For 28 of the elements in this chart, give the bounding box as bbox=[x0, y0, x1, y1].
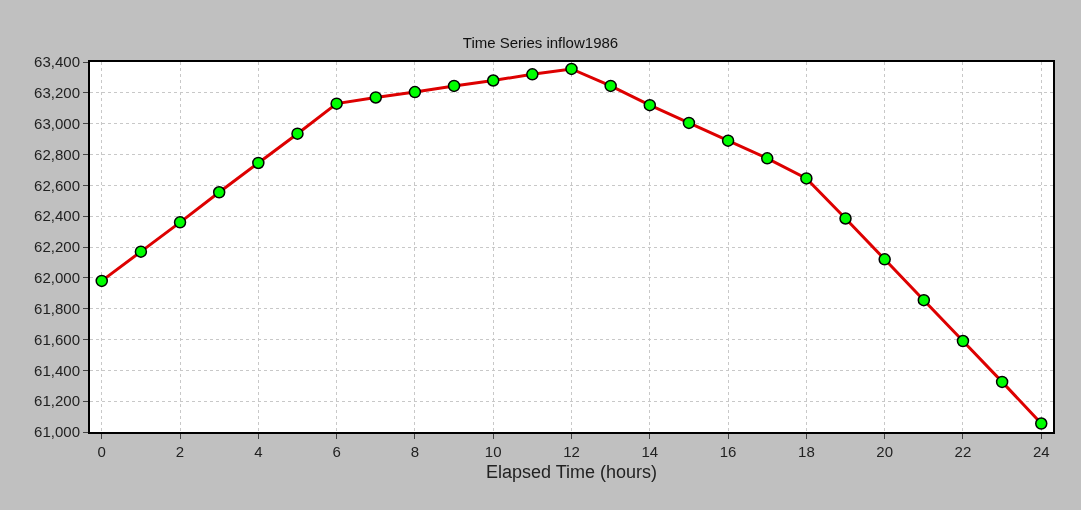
x-tick-label: 0 bbox=[97, 443, 106, 460]
y-tick-label: 62,000 bbox=[34, 269, 80, 287]
y-tick-label: 62,200 bbox=[34, 238, 80, 256]
x-tick-label: 12 bbox=[563, 443, 580, 460]
x-tick-label: 22 bbox=[954, 443, 972, 460]
x-axis-title: Elapsed Time (hours) bbox=[485, 461, 658, 482]
x-tick-label: 24 bbox=[1032, 443, 1050, 460]
y-tick-label: 61,200 bbox=[34, 392, 80, 410]
y-tick-label: 61,600 bbox=[34, 330, 80, 348]
y-tick-label: 62,800 bbox=[34, 145, 80, 163]
y-tick-label: 63,000 bbox=[34, 114, 80, 132]
x-tick-label: 10 bbox=[484, 443, 502, 460]
x-tick-label: 4 bbox=[254, 443, 263, 460]
x-tick-label: 20 bbox=[876, 443, 894, 460]
x-tick-label: 18 bbox=[798, 443, 815, 460]
x-tick-label: 6 bbox=[332, 443, 341, 460]
y-tick-label: 61,000 bbox=[34, 423, 80, 441]
y-tick-label: 61,800 bbox=[34, 299, 80, 317]
y-tick-label: 62,400 bbox=[34, 207, 80, 225]
x-tick-label: 16 bbox=[719, 443, 737, 460]
y-tick-label: 62,600 bbox=[34, 176, 80, 194]
x-tick-label: 8 bbox=[410, 443, 420, 460]
x-tick-label: 2 bbox=[175, 443, 185, 460]
y-tick-label: 61,400 bbox=[34, 361, 80, 379]
y-tick-label: 63,400 bbox=[34, 53, 80, 71]
x-tick-label: 14 bbox=[641, 443, 659, 460]
y-tick-label: 63,200 bbox=[34, 84, 80, 102]
chart-title: Time Series inflow1986 bbox=[462, 34, 619, 52]
